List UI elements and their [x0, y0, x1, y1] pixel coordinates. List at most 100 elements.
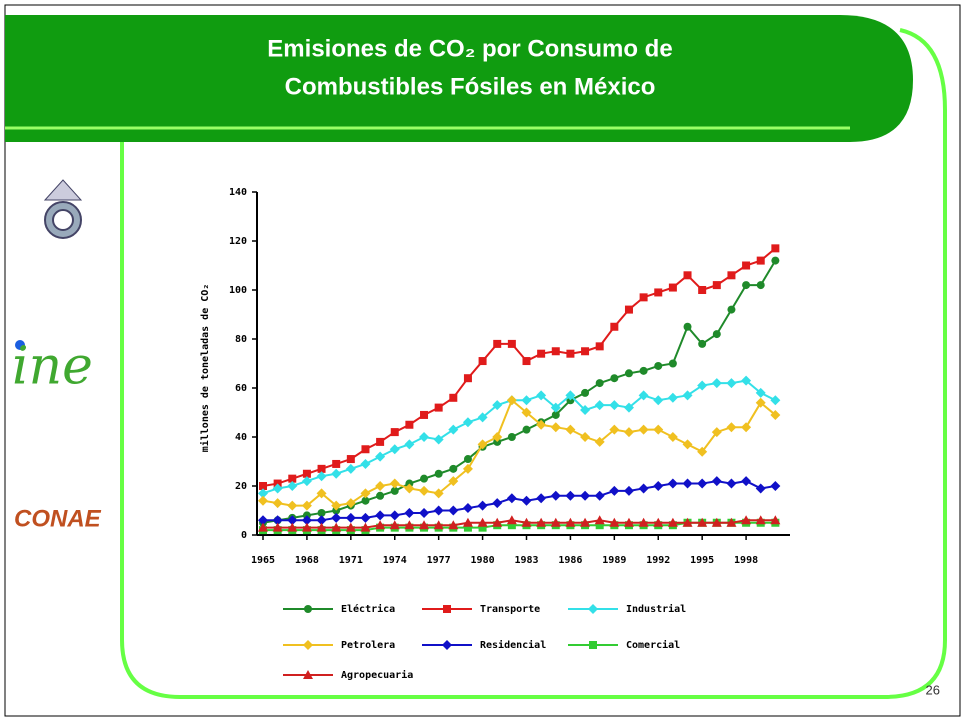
- point: [624, 369, 633, 378]
- point: [594, 490, 605, 501]
- point: [565, 490, 576, 501]
- point: [580, 432, 591, 442]
- point: [683, 271, 692, 280]
- y-tick-label: 140: [229, 187, 247, 198]
- point: [667, 478, 678, 489]
- point: [448, 424, 459, 435]
- x-tick-label: 1989: [602, 555, 626, 566]
- legend-label: Petrolera: [341, 640, 395, 651]
- point: [521, 395, 532, 406]
- point: [301, 476, 312, 487]
- point: [389, 520, 400, 530]
- point: [536, 419, 547, 430]
- point: [741, 476, 752, 487]
- point: [462, 503, 473, 514]
- point: [404, 520, 415, 530]
- point: [390, 428, 399, 437]
- point: [741, 422, 752, 433]
- point: [581, 347, 590, 356]
- point: [595, 342, 604, 351]
- point: [493, 339, 502, 348]
- point: [682, 478, 693, 489]
- legend-marker: [442, 640, 452, 650]
- x-tick-label: 1986: [558, 555, 582, 566]
- point: [654, 361, 663, 370]
- point: [755, 387, 766, 398]
- point: [711, 517, 722, 527]
- point: [287, 515, 298, 526]
- point: [331, 500, 342, 511]
- y-tick-label: 100: [229, 285, 247, 296]
- point: [550, 517, 561, 527]
- y-tick-label: 60: [235, 383, 247, 394]
- point: [712, 330, 721, 339]
- point: [317, 508, 326, 517]
- point: [375, 510, 386, 521]
- x-tick-label: 1977: [427, 555, 451, 566]
- point: [594, 515, 605, 525]
- point: [712, 281, 721, 290]
- point: [316, 488, 327, 499]
- point: [727, 271, 736, 280]
- point: [316, 522, 327, 532]
- point: [551, 347, 560, 356]
- point: [522, 357, 531, 366]
- point: [345, 522, 356, 532]
- point: [697, 478, 708, 489]
- point: [463, 374, 472, 383]
- point: [654, 288, 663, 297]
- point: [433, 520, 444, 530]
- point: [624, 305, 633, 314]
- point: [565, 517, 576, 527]
- point: [683, 322, 692, 331]
- legend-marker: [443, 605, 451, 613]
- point: [433, 434, 444, 445]
- point: [301, 515, 312, 526]
- y-tick-label: 0: [241, 530, 247, 541]
- point: [609, 400, 620, 411]
- point: [478, 523, 487, 532]
- point: [697, 517, 708, 527]
- point: [726, 422, 737, 433]
- point: [360, 488, 371, 499]
- point: [345, 512, 356, 523]
- point: [316, 471, 327, 482]
- point: [258, 515, 268, 526]
- point: [361, 496, 370, 505]
- point: [258, 522, 268, 532]
- point: [522, 425, 531, 434]
- point: [258, 495, 268, 506]
- point: [770, 409, 781, 420]
- point: [317, 464, 326, 473]
- point: [755, 397, 766, 408]
- y-tick-label: 120: [229, 236, 247, 247]
- point: [419, 520, 430, 530]
- point: [404, 439, 415, 450]
- point: [507, 433, 516, 441]
- point: [434, 403, 443, 412]
- point: [638, 517, 649, 527]
- point: [771, 244, 780, 253]
- x-tick-label: 1974: [383, 555, 407, 566]
- point: [756, 256, 765, 265]
- legend-label: Transporte: [480, 604, 540, 615]
- point: [259, 482, 267, 490]
- point: [566, 349, 575, 358]
- point: [506, 395, 517, 406]
- point: [638, 483, 649, 494]
- point: [610, 322, 619, 331]
- point: [360, 522, 371, 532]
- point: [667, 392, 678, 403]
- point: [711, 476, 722, 487]
- point: [756, 281, 765, 290]
- point: [301, 500, 312, 511]
- y-tick-label: 40: [235, 432, 247, 443]
- point: [770, 515, 781, 525]
- point: [420, 410, 429, 419]
- point: [302, 469, 311, 478]
- point: [727, 305, 736, 314]
- point: [360, 458, 371, 469]
- point: [345, 463, 356, 474]
- point: [316, 515, 327, 526]
- point: [521, 517, 532, 527]
